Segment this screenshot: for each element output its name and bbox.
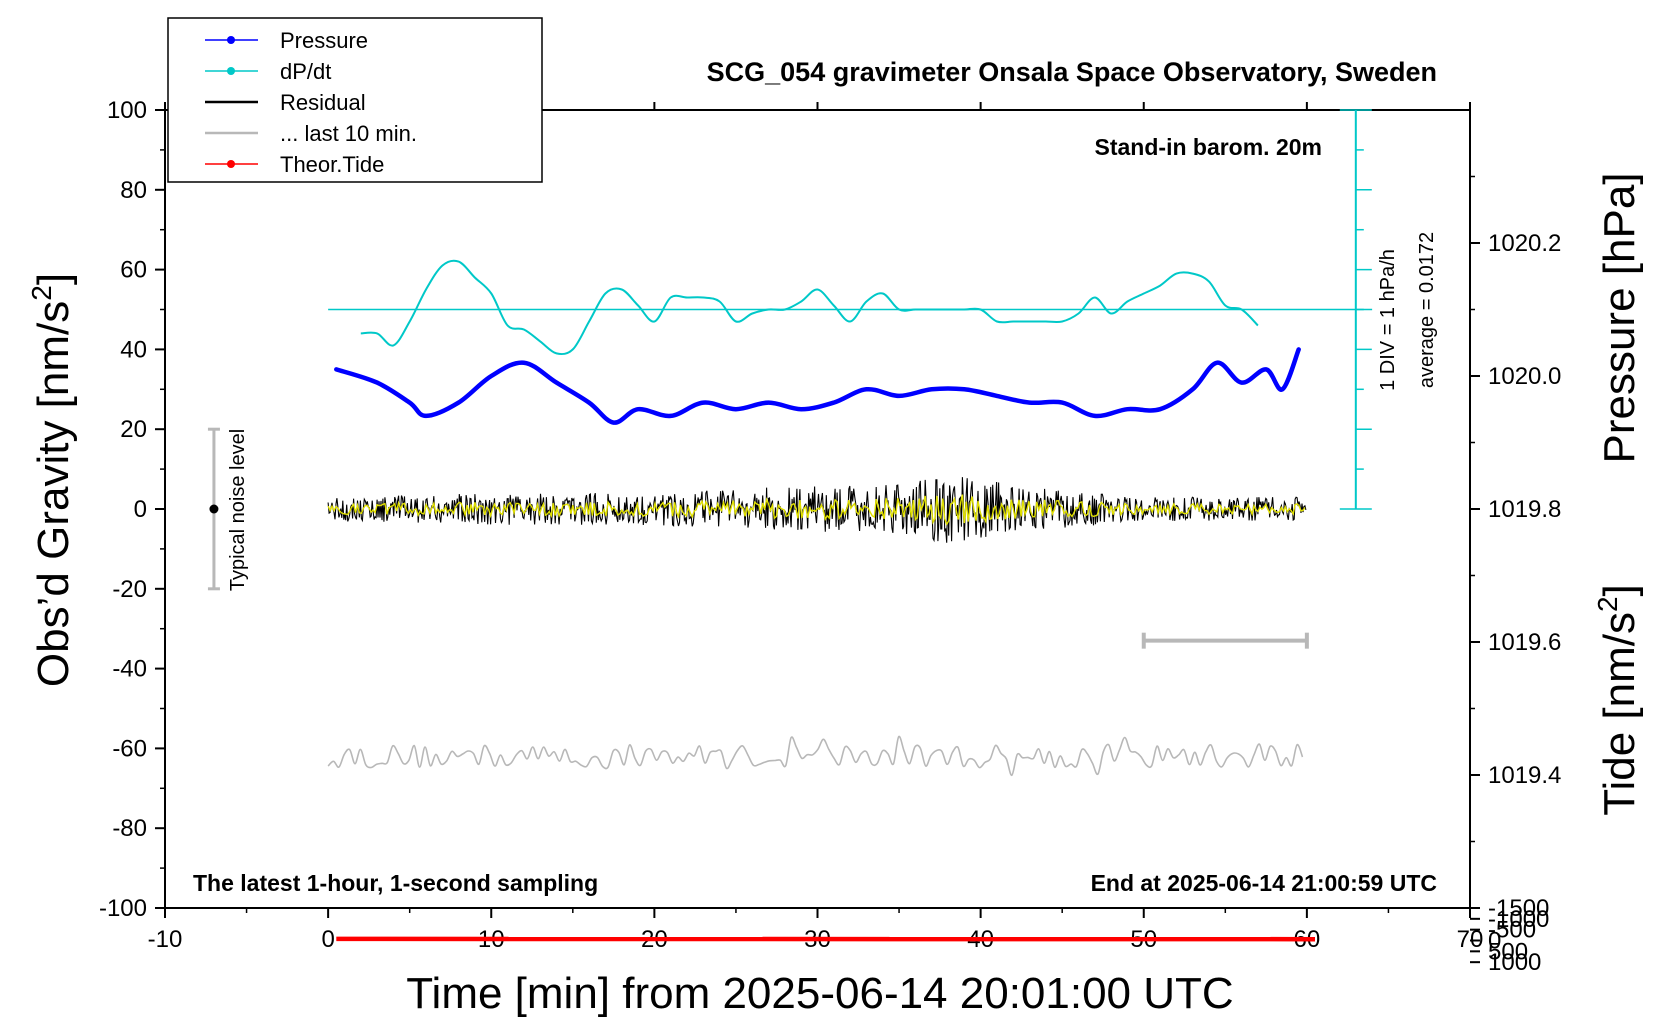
tide-tick-label: 0 [1488, 928, 1501, 955]
barom-note: Stand-in barom. 20m [1095, 134, 1322, 160]
chart-title: SCG_054 gravimeter Onsala Space Observat… [707, 57, 1437, 87]
dpdt-scale-label: 1 DIV = 1 hPa/h [1377, 249, 1399, 391]
legend-item: Theor.Tide [205, 152, 384, 177]
tide-tick-label: 1000 [1488, 949, 1541, 976]
gravity-tick-label: 80 [120, 177, 147, 204]
gravity-tick-label: 20 [120, 416, 147, 443]
dpdt-scale-bar [328, 109, 1373, 510]
legend-marker [227, 160, 235, 168]
y-axis-label-tide: Tide [nm/s2] [1592, 584, 1644, 816]
subtitle-left: The latest 1-hour, 1-second sampling [193, 870, 598, 896]
series-pressure [334, 347, 1301, 425]
pressure-tick-label: 1019.6 [1488, 629, 1561, 656]
series-layer [327, 259, 1316, 942]
legend-marker [227, 67, 235, 75]
gravity-tick-label: 0 [134, 496, 147, 523]
tide-tick-label: -500 [1488, 917, 1536, 944]
gravity-tick-label: 100 [107, 97, 147, 124]
y-axis-label-pressure: Pressure [hPa] [1595, 172, 1644, 463]
x-axis-label: Time [min] from 2025-06-14 20:01:00 UTC [406, 969, 1233, 1018]
legend: Pressure dP/dt Residual ... last 10 min. The… [167, 17, 543, 183]
tide-tick-label: -1500 [1488, 895, 1549, 922]
legend-box [167, 17, 543, 183]
series-residual-smoothed [327, 494, 1306, 526]
legend-label: Residual [280, 90, 366, 115]
series-last-10-min [327, 735, 1304, 777]
last-10-min-bar [1141, 632, 1309, 649]
legend-item: Residual [205, 90, 366, 115]
x-tick-label: -10 [148, 926, 183, 953]
x-tick-label: 0 [321, 926, 334, 953]
pressure-axis-ticks: 1020.2 1020.0 1019.8 1019.6 1019.4 [1470, 175, 1561, 843]
gravity-tick-label: -60 [112, 735, 147, 762]
legend-item: Pressure [205, 28, 368, 53]
gravity-tick-label: -100 [99, 895, 147, 922]
legend-label: Theor.Tide [280, 152, 384, 177]
gravity-tick-label: 40 [120, 336, 147, 363]
noise-level-label: Typical noise level [227, 429, 249, 591]
gravity-axis-ticks: 100 80 60 40 20 0 -20 -40 -60 -80 -100 [99, 97, 165, 922]
legend-label: dP/dt [280, 59, 331, 84]
tide-tick-label: -1000 [1488, 906, 1549, 933]
dpdt-average-label: average = 0.0172 [1416, 232, 1438, 388]
gravity-tick-label: -40 [112, 656, 147, 683]
noise-bar-center [209, 504, 219, 514]
pressure-tick-label: 1020.0 [1488, 363, 1561, 390]
series-dpdt [360, 259, 1259, 356]
gravity-tick-label: -20 [112, 576, 147, 603]
tide-tick-label: 500 [1488, 938, 1528, 965]
noise-level-bar [207, 427, 220, 591]
legend-item: dP/dt [205, 59, 331, 84]
legend-label: ... last 10 min. [280, 121, 417, 146]
gravity-tick-label: 60 [120, 257, 147, 284]
pressure-tick-label: 1020.2 [1488, 230, 1561, 257]
subtitle-right: End at 2025-06-14 21:00:59 UTC [1091, 870, 1437, 896]
x-axis-ticks: -10 0 10 20 30 40 50 60 70 [148, 102, 1483, 953]
legend-marker [227, 36, 235, 44]
pressure-tick-label: 1019.4 [1488, 762, 1561, 789]
legend-label: Pressure [280, 28, 368, 53]
pressure-tick-label: 1019.8 [1488, 496, 1561, 523]
gravity-tick-label: -80 [112, 815, 147, 842]
legend-item: ... last 10 min. [205, 121, 417, 146]
y-axis-label-gravity: Obs’d Gravity [nm/s2] [26, 273, 78, 687]
